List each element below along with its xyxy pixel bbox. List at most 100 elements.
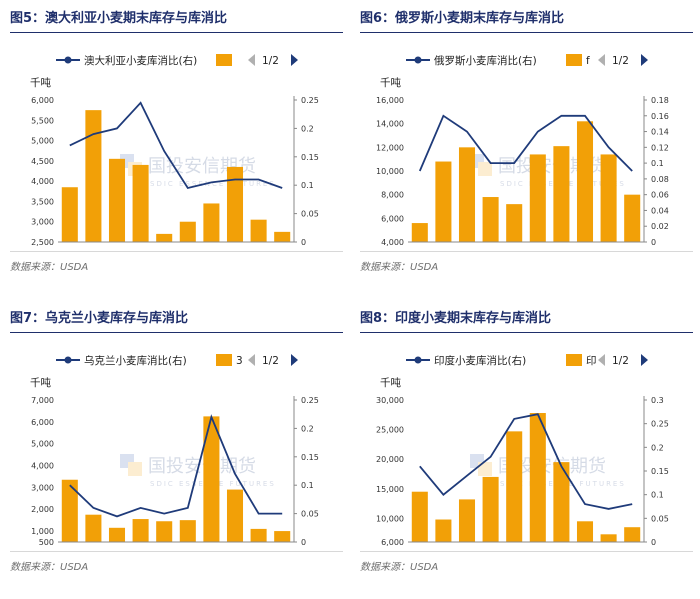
legend-prev-icon — [248, 354, 255, 366]
x-tick-label: 2024/2025 — [612, 247, 653, 248]
x-tick-label: 2015/2016 — [399, 547, 440, 548]
y-left-tick-label: 16,000 — [376, 96, 404, 105]
y-right-tick-label: 0.14 — [651, 128, 669, 137]
bar — [61, 187, 78, 242]
y-left-tick-label: 6,000 — [381, 538, 404, 547]
source-note: 数据来源：USDA — [10, 251, 343, 273]
bar — [529, 413, 546, 542]
y-left-tick-label: 4,000 — [31, 177, 54, 186]
legend-bar-label: 印 — [586, 355, 597, 367]
y-left-tick-label: 500 — [39, 538, 54, 547]
y-left-tick-label: 8,000 — [381, 191, 404, 200]
y-left-tick-label: 5,000 — [31, 440, 54, 449]
y-left-tick-label: 5,500 — [31, 116, 54, 125]
bar — [61, 479, 78, 542]
legend-bar-swatch — [216, 354, 232, 366]
watermark-mark — [478, 462, 492, 476]
bar — [576, 521, 594, 542]
y-left-tick-label: 12,000 — [376, 143, 404, 152]
legend-line-marker — [64, 56, 72, 64]
bar — [529, 154, 546, 242]
legend-line-marker — [64, 356, 72, 364]
x-tick-label: 2024/2025 — [262, 547, 303, 548]
y-left-tick-label: 20,000 — [376, 455, 404, 464]
bar — [108, 158, 126, 242]
y-right-tick-label: 0 — [651, 538, 656, 547]
legend-next-icon — [291, 354, 298, 366]
x-tick-label: 2018/2019 — [470, 247, 511, 248]
bar — [482, 197, 499, 242]
legend: 澳大利亚小麦库消比(右) 1/2 — [56, 54, 298, 67]
y-left-tick-label: 4,000 — [31, 462, 54, 471]
x-tick-label: 2024/2025 — [612, 547, 653, 548]
bar — [411, 223, 428, 242]
y-left-tick-label: 10,000 — [376, 514, 404, 523]
bar — [203, 416, 220, 542]
y-right-tick-label: 0.05 — [301, 510, 319, 519]
chart-title: 图5：澳大利亚小麦期末库存与库消比 — [10, 6, 343, 33]
y-left-tick-label: 6,000 — [31, 96, 54, 105]
y-left-tick-label: 15,000 — [376, 485, 404, 494]
ratio-line — [419, 413, 633, 510]
legend-line-label: 印度小麦库消比(右) — [434, 354, 526, 367]
y-left-tick-label: 4,500 — [31, 157, 54, 166]
bar — [482, 476, 499, 542]
chart-panel-ukraine: 图7：乌克兰小麦库存与库消比 国投安信期货 SDIC ESSENCE FUTURE… — [10, 306, 350, 596]
watermark-text-cn: 国投安信期货 — [148, 456, 256, 477]
y-right-tick-label: 0.05 — [651, 514, 669, 523]
y-axis-unit: 千吨 — [30, 76, 51, 89]
y-right-tick-label: 0.06 — [651, 191, 669, 200]
x-tick-label: 2021/2022 — [191, 247, 232, 248]
legend-bar-swatch — [566, 54, 582, 66]
chart-title: 图6：俄罗斯小麦期末库存与库消比 — [360, 6, 693, 33]
y-right-tick-label: 0.04 — [651, 206, 669, 215]
y-right-tick-label: 0.12 — [651, 143, 669, 152]
y-right-tick-label: 0.1 — [301, 181, 314, 190]
legend-next-icon — [641, 54, 648, 66]
chart-panel-australia: 图5：澳大利亚小麦期末库存与库消比 国投安信期货 SDIC ESSENCE FUT… — [10, 6, 350, 296]
y-right-tick-label: 0.2 — [301, 424, 314, 433]
legend-line-marker — [414, 356, 422, 364]
y-left-tick-label: 5,000 — [31, 137, 54, 146]
bar — [600, 154, 617, 242]
legend-prev-icon — [248, 54, 255, 66]
legend-line-label: 俄罗斯小麦库消比(右) — [434, 54, 537, 67]
bar — [274, 231, 291, 242]
legend-line-marker — [414, 56, 422, 64]
bar — [506, 431, 523, 542]
source-note: 数据来源：USDA — [10, 551, 343, 573]
y-left-tick-label: 10,000 — [376, 167, 404, 176]
legend-line-label: 乌克兰小麦库消比(右) — [84, 354, 187, 367]
y-right-tick-label: 0.16 — [651, 112, 669, 121]
bar — [85, 110, 102, 243]
legend-bar-label: f — [586, 55, 590, 67]
y-axis-unit: 千吨 — [380, 376, 401, 389]
watermark-text-cn: 国投安信期货 — [498, 456, 606, 477]
y-right-tick-label: 0.1 — [651, 159, 664, 168]
legend-next-icon — [291, 54, 298, 66]
x-tick-label: 2018/2019 — [470, 547, 511, 548]
y-right-tick-label: 0 — [651, 238, 656, 247]
x-tick-label: 2024/2025 — [262, 247, 303, 248]
bar — [179, 520, 196, 542]
bar — [576, 121, 594, 242]
bar — [506, 204, 523, 242]
bar — [156, 233, 173, 242]
legend: 乌克兰小麦库消比(右) 3 1/2 — [56, 354, 298, 367]
y-right-tick-label: 0 — [301, 538, 306, 547]
legend: 印度小麦库消比(右) 印 1/2 — [406, 354, 648, 367]
y-right-tick-label: 0.25 — [301, 396, 319, 405]
y-right-tick-label: 0.25 — [651, 420, 669, 429]
bar — [411, 491, 428, 542]
legend-prev-icon — [598, 54, 605, 66]
legend: 俄罗斯小麦库消比(右) f 1/2 — [406, 54, 648, 67]
y-right-tick-label: 0.2 — [651, 443, 664, 452]
y-right-tick-label: 0 — [301, 238, 306, 247]
y-right-tick-label: 0.15 — [301, 153, 319, 162]
bar — [85, 514, 102, 542]
